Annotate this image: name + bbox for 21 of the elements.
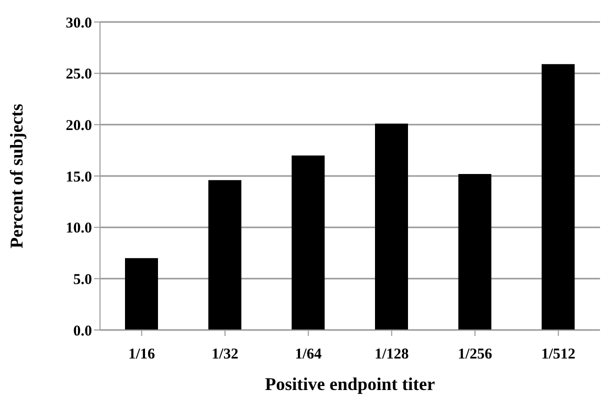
x-tick-label: 1/512: [541, 346, 576, 363]
x-tick-label: 1/16: [128, 346, 156, 363]
y-axis-title: Percent of subjects: [6, 104, 26, 248]
y-tick-label: 30.0: [66, 15, 92, 32]
x-tick-label: 1/256: [458, 346, 493, 363]
bar: [292, 155, 325, 330]
bar: [208, 180, 242, 330]
y-tick-label: 20.0: [66, 118, 92, 134]
bar: [542, 64, 575, 330]
x-tick-label: 1/64: [294, 346, 322, 363]
y-tick-label: 15.0: [66, 169, 92, 186]
bar: [458, 174, 492, 330]
y-tick-label: 0.0: [73, 323, 92, 340]
x-axis-title: Positive endpoint titer: [265, 374, 435, 394]
y-tick-label: 25.0: [66, 66, 92, 83]
y-tick-label: 10.0: [66, 220, 92, 237]
x-tick-label: 1/32: [212, 346, 238, 363]
x-tick-label: 1/128: [374, 346, 409, 363]
y-tick-label: 5.0: [73, 272, 92, 288]
bar: [375, 124, 408, 330]
bar: [125, 258, 158, 330]
